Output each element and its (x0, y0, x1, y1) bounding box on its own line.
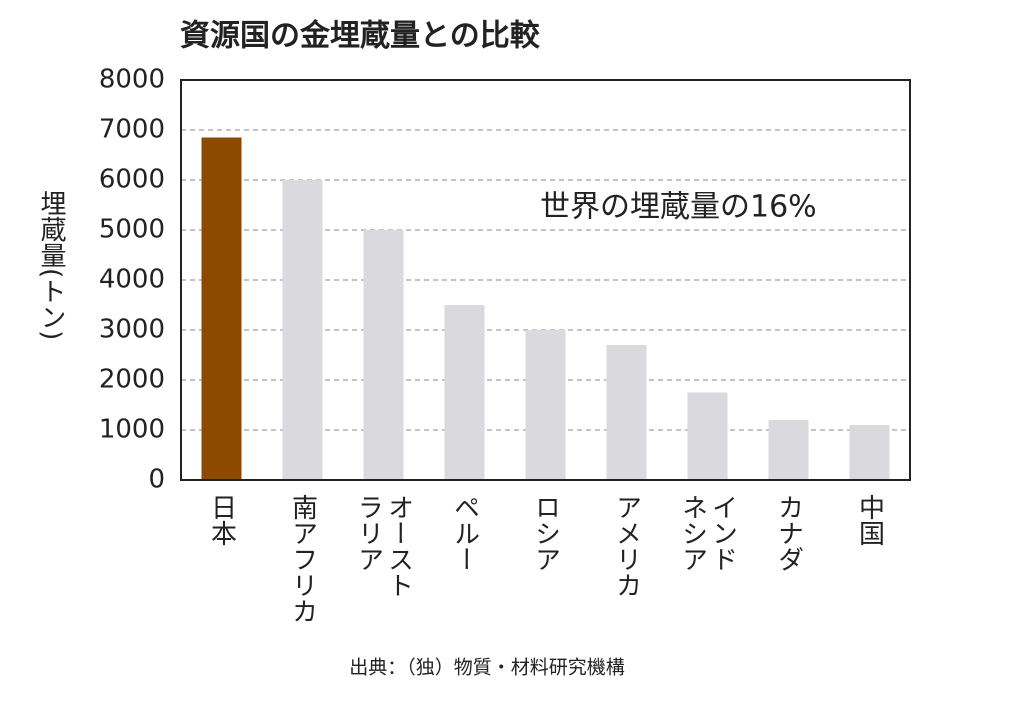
y-tick-label: 4000 (99, 265, 165, 295)
bar (282, 180, 323, 480)
plot-frame (180, 79, 911, 481)
x-tick-label: 日本 (206, 494, 237, 546)
y-tick-label: 0 (148, 465, 165, 495)
bar (687, 392, 728, 480)
x-tick-label: ペルー (449, 494, 480, 572)
y-tick-label: 5000 (99, 215, 165, 245)
x-tick-label: カナダ (773, 494, 804, 572)
bar (606, 345, 647, 480)
y-tick-label: 8000 (99, 65, 165, 95)
bar (768, 420, 809, 480)
source: 出典：（独）物質・材料研究機構 (349, 657, 625, 679)
y-tick-label: 2000 (99, 365, 165, 395)
y-tick-label: 3000 (99, 315, 165, 345)
y-tick-label: 1000 (99, 415, 165, 445)
x-tick-label: アメリカ (611, 494, 642, 598)
bar (363, 230, 404, 480)
bar (444, 305, 485, 480)
x-tick-label: インドネシア (677, 494, 738, 572)
x-tick-label: 南アフリカ (287, 494, 318, 624)
annotation: 世界の埋蔵量の16% (540, 190, 817, 225)
y-tick-label: 6000 (99, 165, 165, 195)
chart-title: 資源国の金埋蔵量との比較 (180, 19, 541, 54)
x-tick-label: ロシア (530, 494, 561, 572)
bar (525, 330, 566, 480)
y-axis-label: 埋蔵量(トン) (36, 190, 66, 341)
x-tick-label: オーストラリア (353, 494, 414, 598)
y-tick-label: 7000 (99, 115, 165, 145)
bar (201, 137, 242, 480)
bar (849, 425, 890, 480)
x-tick-label: 中国 (854, 494, 885, 546)
